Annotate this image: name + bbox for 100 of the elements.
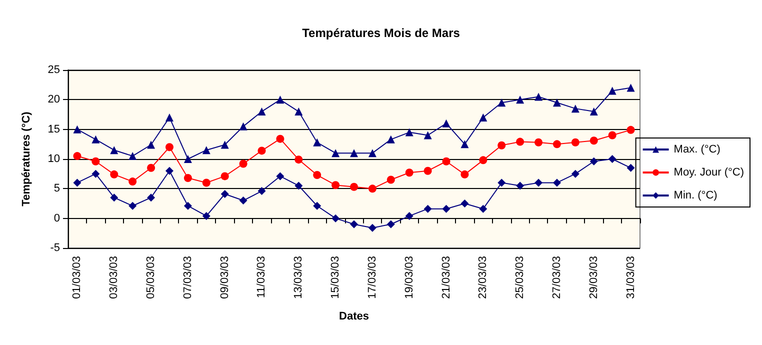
y-tick-label: 25 [48, 64, 60, 76]
y-tick-label: 10 [48, 153, 60, 165]
point [442, 204, 450, 213]
point [442, 119, 450, 128]
point [590, 136, 598, 145]
point [239, 160, 248, 168]
point [294, 182, 303, 190]
x-axis-title: Dates [339, 310, 369, 322]
x-tick-label: 09/03/03 [218, 256, 231, 299]
point [202, 212, 210, 220]
point [424, 204, 432, 213]
point [350, 220, 358, 228]
point [128, 152, 137, 160]
point [110, 146, 118, 154]
point [220, 140, 229, 149]
point [386, 176, 395, 184]
point [202, 178, 210, 187]
point [332, 214, 340, 222]
point [147, 164, 156, 172]
x-tick-label: 17/03/03 [366, 256, 378, 299]
chart-title: Températures Mois de Mars [302, 26, 460, 40]
point [128, 178, 137, 186]
point [147, 140, 156, 149]
point [571, 138, 580, 146]
point [239, 196, 248, 205]
x-tick-label: 15/03/03 [330, 256, 342, 299]
point [498, 98, 506, 107]
point [608, 86, 616, 95]
legend-label: Max. (°C) [674, 144, 720, 156]
point [552, 98, 561, 107]
point [350, 149, 358, 158]
point [258, 146, 266, 155]
point [479, 156, 488, 164]
point [294, 156, 303, 164]
point [92, 157, 100, 166]
point [184, 155, 192, 163]
point [498, 178, 506, 187]
point [92, 135, 100, 144]
point [92, 170, 100, 178]
point [386, 135, 395, 144]
point [424, 166, 432, 175]
point [128, 202, 137, 210]
x-tick-label: 19/03/03 [403, 256, 416, 299]
point [405, 212, 414, 220]
point [626, 84, 635, 92]
point [276, 96, 284, 104]
point [368, 224, 376, 232]
point [479, 204, 488, 213]
y-tick-label: 5 [54, 182, 60, 195]
point [313, 138, 322, 146]
point [386, 220, 395, 228]
point [626, 164, 635, 172]
point [460, 140, 469, 148]
y-tick-label: 20 [48, 94, 60, 106]
point [220, 172, 229, 180]
point [516, 96, 524, 104]
y-tick-label: 15 [48, 123, 60, 136]
point [368, 149, 376, 158]
point [405, 168, 414, 177]
point [498, 141, 506, 150]
x-tick-label: 11/03/03 [256, 256, 268, 298]
point [147, 194, 156, 202]
x-tick-label: 23/03/03 [477, 256, 490, 299]
point [460, 200, 469, 208]
point [516, 182, 524, 190]
x-tick-label: 29/03/03 [588, 256, 600, 299]
point [110, 194, 118, 202]
point [424, 131, 432, 140]
point [332, 149, 340, 158]
point [239, 122, 248, 130]
point [442, 157, 450, 166]
point [479, 113, 488, 122]
point [276, 134, 284, 143]
x-tick-label: 25/03/03 [514, 256, 526, 299]
point [571, 170, 580, 178]
point [258, 187, 266, 196]
point [460, 170, 469, 178]
x-tick-label: 13/03/03 [292, 256, 305, 299]
x-tick-label: 03/03/03 [108, 256, 120, 299]
point [552, 140, 561, 148]
point [590, 108, 598, 116]
point [368, 184, 376, 193]
point [73, 125, 82, 134]
legend-label: Moy. Jour (°C) [674, 166, 744, 178]
point [571, 104, 580, 113]
x-tick-label: 31/03/03 [624, 256, 637, 299]
point [534, 92, 543, 101]
point [332, 181, 340, 190]
point [73, 152, 82, 160]
point [516, 138, 524, 146]
point [350, 182, 358, 191]
point [73, 178, 82, 187]
point [202, 146, 210, 154]
point [626, 126, 635, 134]
point [313, 202, 322, 210]
point [405, 128, 414, 136]
point [165, 113, 174, 122]
x-tick-label: 01/03/03 [71, 256, 84, 299]
point [534, 138, 543, 146]
point [165, 166, 174, 175]
